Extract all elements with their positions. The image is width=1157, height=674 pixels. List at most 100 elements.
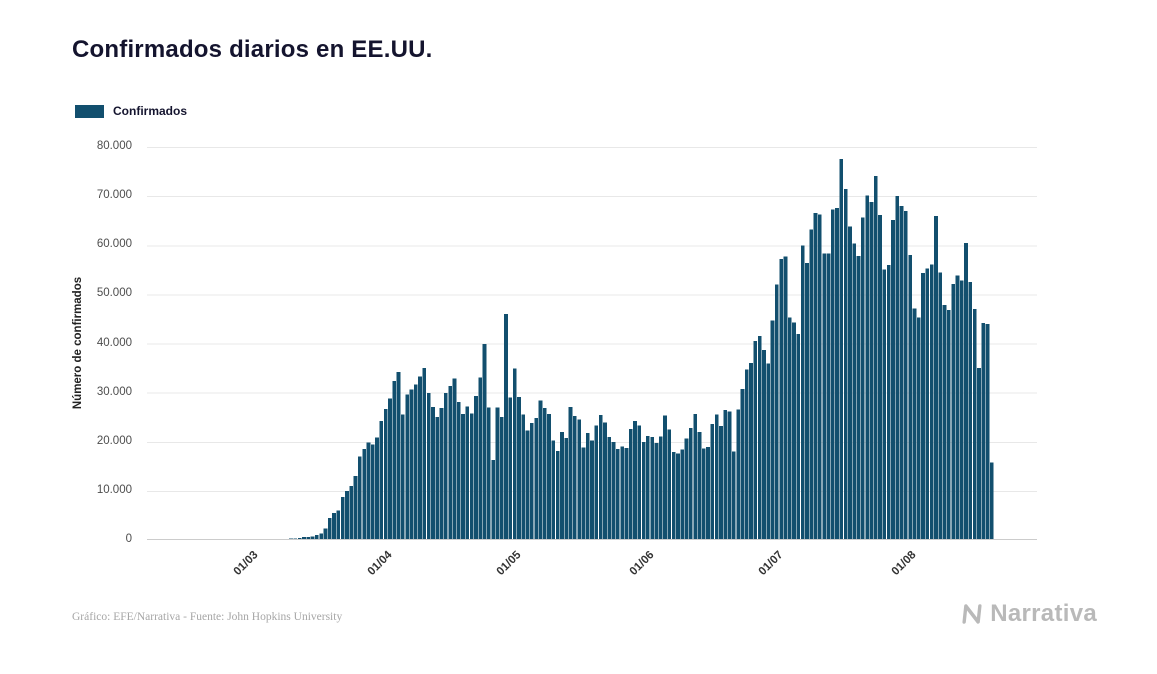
bar [762,349,766,540]
chart-canvas [147,147,1037,541]
bar [929,264,934,540]
bar [560,431,564,541]
bar [667,429,672,540]
bar [345,490,349,541]
bar [456,401,461,540]
bar [435,417,440,540]
bar [568,406,573,540]
bar [572,416,577,540]
bar [504,314,508,540]
y-tick-label: 0 [125,533,132,545]
bar [499,417,504,540]
bar [882,269,887,540]
bar [628,428,633,540]
bar [577,419,581,540]
y-tick-label: 50.000 [96,287,132,300]
bar [736,409,741,540]
bar [633,421,637,540]
y-tick-label: 20.000 [96,434,132,447]
bar [891,220,895,540]
bar [895,196,900,541]
bar [646,435,650,541]
bar [585,432,590,540]
bar [474,396,478,540]
bar [443,393,448,540]
source-credit: Gráfico: EFE/Narrativa - Fuente: John Ho… [72,611,343,623]
bar [942,305,947,540]
bar [770,320,775,540]
bar [779,259,784,540]
x-tick-label: 01/05 [494,549,524,578]
bar [766,363,771,540]
bar [852,243,857,540]
bar [663,415,667,540]
bar [413,384,418,540]
bar [787,317,792,540]
bar [775,284,779,540]
bar [525,430,530,540]
bar [332,512,336,540]
y-tick-label: 40.000 [96,336,132,349]
bar [843,188,848,540]
bar [461,414,465,540]
bar [538,400,543,540]
bar [899,205,904,540]
bar [590,440,594,540]
bar [912,308,917,540]
bar [800,245,805,540]
bar [839,158,844,541]
bar [809,229,814,540]
bar [710,424,715,540]
bar [534,418,538,540]
bar [925,268,930,540]
bar [469,413,474,540]
bar [491,459,495,540]
bar [306,536,311,540]
bar [323,528,328,540]
bar [426,393,431,540]
bar [508,397,513,540]
bar [916,317,921,540]
bar [465,406,470,540]
y-tick-label: 60.000 [96,238,132,251]
x-tick-label: 01/03 [231,549,261,578]
bar [830,209,835,540]
bar [723,409,728,540]
bar [684,438,689,540]
bar [319,533,323,540]
bar [658,436,663,540]
chart-title: Confirmados diarios en EE.UU. [72,36,433,63]
bar [701,448,706,540]
bar [968,282,973,540]
bar [388,398,392,540]
bar [392,380,397,540]
x-tick-label: 01/07 [756,549,786,578]
bar [835,207,839,541]
bar [521,414,526,540]
bar [689,428,693,540]
bar [620,446,624,540]
bar [826,253,831,540]
bar [796,334,801,540]
bar [753,341,758,540]
bar [310,536,315,540]
bar [732,451,736,540]
y-tick-label: 30.000 [96,385,132,398]
bar [357,456,362,540]
bar [947,310,951,540]
bar [370,444,375,540]
legend-label: Confirmados [113,104,188,118]
bar [654,443,659,540]
bar [517,397,521,540]
bar [452,378,457,540]
bar [714,414,719,540]
bar [848,226,852,540]
legend-swatch-confirmados [75,104,104,118]
bar [603,422,607,540]
y-tick-label: 80.000 [96,140,132,152]
bar [422,368,427,540]
bar [873,175,878,541]
bar [865,195,870,540]
bar [486,407,491,540]
